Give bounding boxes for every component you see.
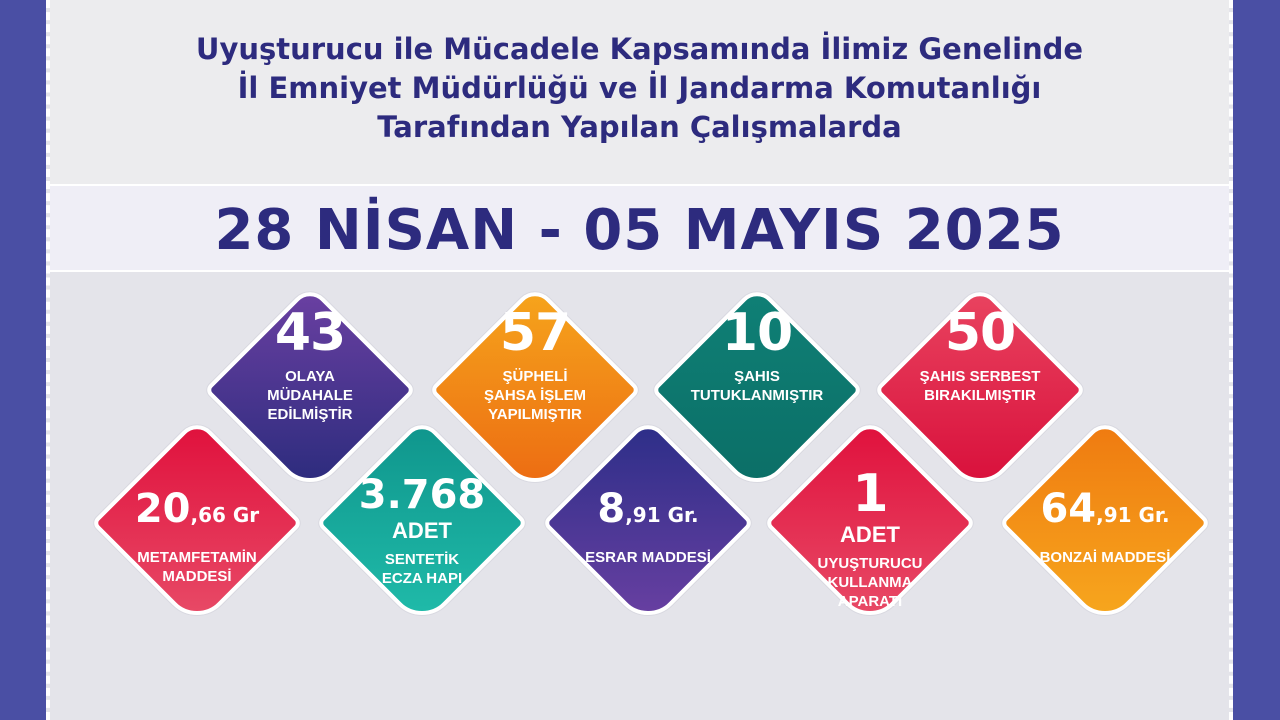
stat-value: 43 (203, 305, 417, 361)
stat-diamond: 50 ŞAHIS SERBEST BIRAKILMIŞTIR (873, 283, 1087, 497)
date-range: 28 NİSAN - 05 MAYIS 2025 (214, 198, 1065, 263)
stat-value: 10 (650, 305, 864, 361)
stat-label: BONZAİ MADDESİ (1039, 549, 1171, 566)
stat-label: TUTUKLANMIŞTIR (690, 387, 824, 404)
stat-text: 20,66 Gr METAMFETAMİN MADDESİ (90, 416, 304, 630)
stat-label: MÜDAHALE (267, 387, 353, 404)
stat-value: 57 (428, 305, 642, 361)
stat-diamond: 8,91 Gr. ESRAR MADDESİ (541, 416, 755, 630)
stat-diamond: 43 OLAYA MÜDAHALE EDİLMİŞTİR (203, 283, 417, 497)
stat-text: 8,91 Gr. ESRAR MADDESİ (541, 416, 755, 630)
stat-label: METAMFETAMİN (137, 549, 257, 566)
stat-label: ŞAHIS SERBEST (919, 368, 1041, 385)
stat-value: 50 (873, 305, 1087, 361)
stat-label: MADDESİ (162, 568, 232, 585)
stat-value: 3.768 (315, 472, 529, 518)
left-border-band (0, 0, 46, 720)
stat-label: EDİLMİŞTİR (267, 406, 353, 423)
stat-diamond: 57 ŞÜPHELİ ŞAHSA İŞLEM YAPILMIŞTIR (428, 283, 642, 497)
stat-unit: ,91 Gr. (625, 503, 699, 527)
stat-number: 20 (134, 486, 191, 532)
stat-label: ESRAR MADDESİ (585, 549, 711, 566)
stat-unit: ,66 Gr (190, 503, 260, 527)
stat-text: 57 ŞÜPHELİ ŞAHSA İŞLEM YAPILMIŞTIR (428, 283, 642, 497)
page-title: Uyuşturucu ile Mücadele Kapsamında İlimi… (50, 30, 1229, 147)
stat-label: ŞÜPHELİ (502, 368, 568, 385)
stat-subunit: ADET (840, 522, 900, 547)
title-line: Tarafından Yapılan Çalışmalarda (377, 110, 902, 144)
stat-number: 1 (852, 464, 888, 524)
stat-label: ŞAHIS (734, 368, 780, 385)
stat-number: 50 (944, 303, 1016, 363)
stat-number: 10 (721, 303, 793, 363)
stat-label: APARATI (837, 593, 903, 610)
stat-label: ŞAHSA İŞLEM (484, 387, 586, 404)
stat-label: UYUŞTURUCU (817, 555, 923, 572)
stat-text: 43 OLAYA MÜDAHALE EDİLMİŞTİR (203, 283, 417, 497)
stat-subunit: ADET (392, 518, 452, 543)
stat-text: 10 ŞAHIS TUTUKLANMIŞTIR (650, 283, 864, 497)
stat-number: 3.768 (358, 472, 486, 518)
stat-label: BIRAKILMIŞTIR (924, 387, 1036, 404)
right-border-band (1233, 0, 1280, 720)
stat-number: 8 (597, 486, 626, 532)
stat-label: SENTETİK (384, 551, 460, 568)
stat-diamond: 20,66 Gr METAMFETAMİN MADDESİ (90, 416, 304, 630)
stat-label: KULLANMA (827, 574, 913, 591)
stat-value: 8,91 Gr. (541, 486, 755, 538)
header-area (50, 0, 1229, 184)
stat-number: 43 (274, 303, 346, 363)
stat-value: 20,66 Gr (90, 486, 304, 538)
title-line: İl Emniyet Müdürlüğü ve İl Jandarma Komu… (237, 71, 1042, 105)
stat-diamond: 10 ŞAHIS TUTUKLANMIŞTIR (650, 283, 864, 497)
stat-unit: ,91 Gr. (1096, 503, 1170, 527)
stat-value: 1 (763, 466, 977, 522)
stat-text: 3.768 ADET SENTETİK ECZA HAPI (315, 416, 529, 630)
stat-number: 57 (499, 303, 571, 363)
stat-label: ECZA HAPI (381, 570, 463, 587)
stat-diamond: 64,91 Gr. BONZAİ MADDESİ (998, 416, 1212, 630)
stat-label: YAPILMIŞTIR (488, 406, 582, 423)
stat-value: 64,91 Gr. (998, 486, 1212, 538)
stat-text: 50 ŞAHIS SERBEST BIRAKILMIŞTIR (873, 283, 1087, 497)
stat-text: 64,91 Gr. BONZAİ MADDESİ (998, 416, 1212, 630)
stat-number: 64 (1040, 486, 1097, 532)
title-line: Uyuşturucu ile Mücadele Kapsamında İlimi… (195, 32, 1084, 66)
stat-diamond: 1 ADET UYUŞTURUCU KULLANMA APARATI (763, 416, 977, 630)
stat-diamond: 3.768 ADET SENTETİK ECZA HAPI (315, 416, 529, 630)
stat-label: OLAYA (285, 368, 335, 385)
date-band (50, 184, 1229, 272)
stat-text: 1 ADET UYUŞTURUCU KULLANMA APARATI (763, 416, 977, 630)
